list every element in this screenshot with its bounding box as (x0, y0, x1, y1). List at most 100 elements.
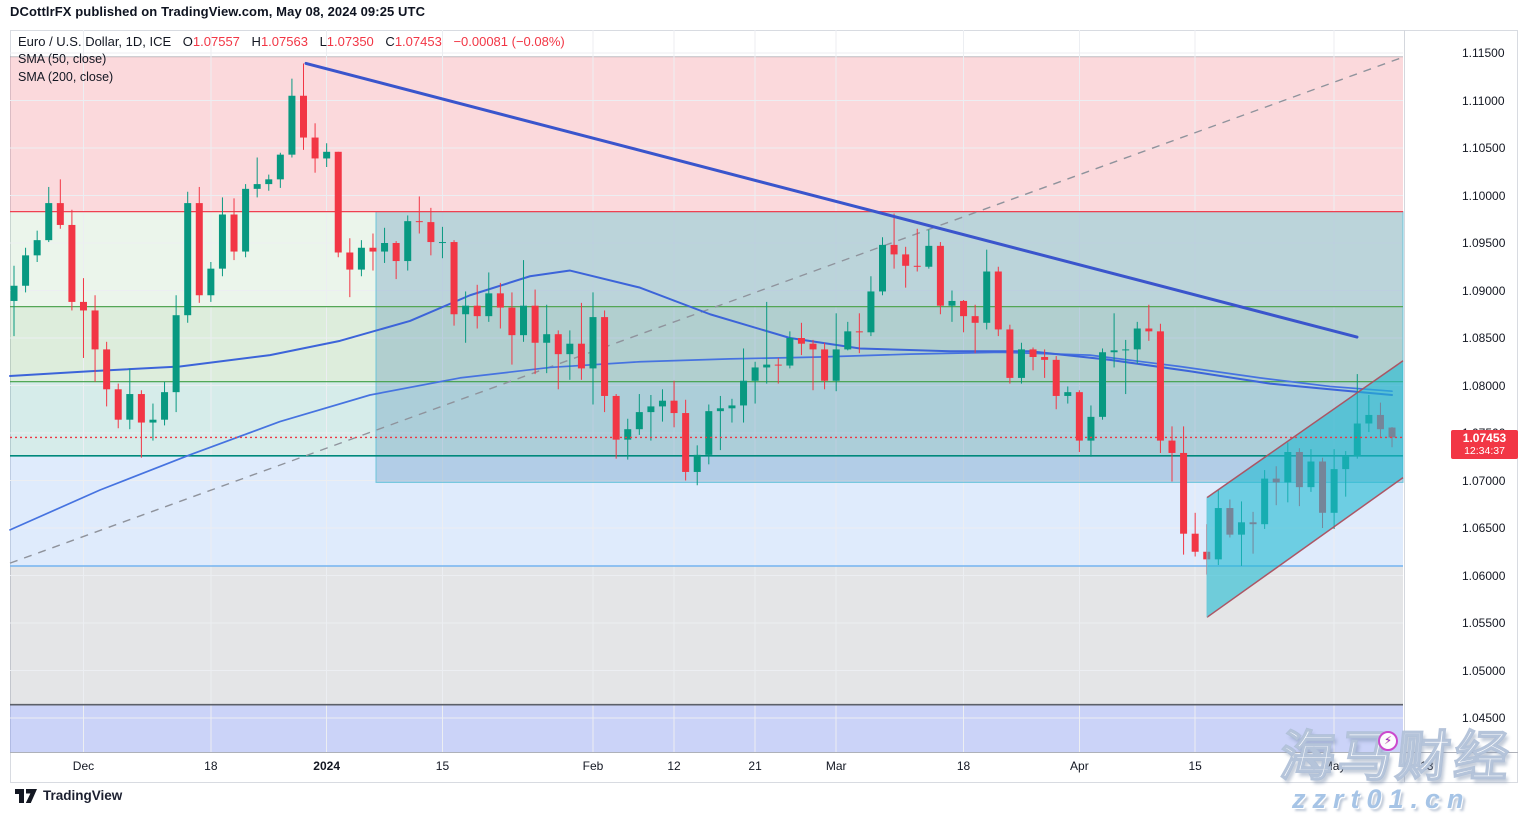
price-zone (10, 704, 1403, 752)
candle-body (1191, 533, 1199, 552)
candle-body (554, 334, 562, 355)
candle-body (670, 400, 678, 414)
candle-body (705, 411, 713, 455)
ascending-channel[interactable] (1207, 360, 1403, 618)
tradingview-branding[interactable]: TradingView (15, 788, 122, 803)
candle-body (242, 188, 250, 252)
candle-body (902, 254, 910, 266)
time-tick-label: 2024 (313, 759, 341, 773)
candle-body (543, 334, 551, 343)
highlight-box[interactable] (375, 211, 1404, 483)
time-tick-label: Apr (1070, 759, 1089, 773)
candle-body (1180, 452, 1188, 534)
candle-body (415, 221, 423, 223)
candle-body (763, 364, 771, 368)
candle-body (890, 244, 898, 255)
sma200-line[interactable] (9, 351, 1393, 531)
candle-body (357, 247, 365, 270)
candle-body (427, 222, 435, 243)
candle-body (473, 305, 481, 317)
candle-body (450, 242, 458, 315)
price-zone (10, 455, 1403, 566)
candle-body (300, 95, 307, 138)
candle-body (1029, 349, 1037, 357)
indicator-label-sma200[interactable]: SMA (200, close) (18, 70, 114, 84)
watermark-site-url: zzrt01.cn (1292, 784, 1471, 814)
price-tick-label: 1.10500 (1462, 141, 1506, 155)
time-tick-label: 15 (1188, 759, 1202, 773)
candle-body (867, 291, 875, 333)
candle-body (218, 214, 226, 269)
candle-body (913, 265, 921, 267)
current-price-badge: 1.07453 12:34:37 (1451, 430, 1518, 459)
candle-body (10, 285, 18, 301)
candle-body (230, 214, 238, 252)
dashed-trendline[interactable] (9, 56, 1405, 564)
candle-body (381, 243, 389, 252)
low-value: 1.07350 (326, 34, 374, 49)
candle-body (126, 394, 134, 420)
candle-body (716, 408, 724, 412)
candle-body (276, 154, 284, 180)
candle-body (624, 429, 632, 440)
candle-body (1087, 416, 1095, 441)
candle-body (265, 179, 273, 185)
candle-body (1064, 392, 1072, 396)
candle-body (508, 307, 516, 336)
price-tick-label: 1.09000 (1462, 283, 1506, 298)
channel-lower-line[interactable] (1206, 477, 1404, 618)
candle-body (346, 252, 354, 270)
candle-body (91, 310, 99, 350)
current-price-value: 1.07453 (1462, 430, 1507, 445)
symbol-title[interactable]: Euro / U.S. Dollar, 1D, ICE (18, 34, 172, 49)
candle-body (658, 400, 666, 407)
candle-body (172, 315, 180, 393)
candle-body (45, 203, 53, 241)
price-tick-label: 1.11000 (1462, 93, 1505, 108)
price-tick-label: 1.10000 (1462, 188, 1506, 203)
time-tick-label: 13 (1420, 759, 1434, 773)
candle-body (404, 221, 412, 262)
attribution-line: DCottlrFX published on TradingView.com, … (10, 4, 426, 19)
close-value: 1.07453 (394, 34, 442, 49)
time-tick-label: 15 (435, 759, 450, 773)
candle-body (68, 224, 76, 302)
time-tick-label: May (1322, 759, 1346, 773)
candle-body (22, 255, 30, 286)
candle-body (485, 293, 493, 317)
candle-body (925, 245, 933, 267)
candle-body (577, 343, 585, 369)
candle-body (589, 317, 597, 369)
candle-body (149, 419, 157, 423)
indicator-label-sma50[interactable]: SMA (50, close) (18, 52, 107, 66)
chart-legend[interactable]: Euro / U.S. Dollar, 1D, ICE O1.07557 H1.… (18, 33, 565, 86)
candle-body (682, 413, 690, 472)
candle-body (288, 95, 296, 155)
sma50-line[interactable] (9, 269, 1393, 396)
price-tick-label: 1.06500 (1462, 521, 1506, 535)
candle-body (601, 317, 609, 396)
candle-body (612, 395, 620, 440)
candle-body (79, 301, 87, 311)
candle-body (832, 349, 840, 381)
candle-body (1122, 349, 1130, 351)
symbol-row: Euro / U.S. Dollar, 1D, ICE O1.07557 H1.… (18, 34, 565, 49)
price-tick-label: 1.07000 (1462, 473, 1506, 488)
candle-body (496, 293, 504, 308)
candle-body (1052, 359, 1060, 396)
descending-trendline[interactable] (304, 61, 1359, 339)
candle-body (184, 203, 192, 316)
candle-body (1145, 328, 1153, 332)
channel-upper-line[interactable] (1206, 360, 1404, 499)
price-zone (10, 56, 1403, 212)
candle-body (879, 244, 886, 292)
candle-body (751, 367, 759, 381)
candle-body (334, 151, 342, 253)
watermark-site-name: 海马财经 (1277, 726, 1517, 788)
candle-body (809, 343, 817, 350)
price-tick-label: 1.06000 (1462, 568, 1506, 583)
price-tick-label: 1.08500 (1462, 331, 1506, 345)
bar-countdown: 12:34:37 (1464, 444, 1505, 457)
